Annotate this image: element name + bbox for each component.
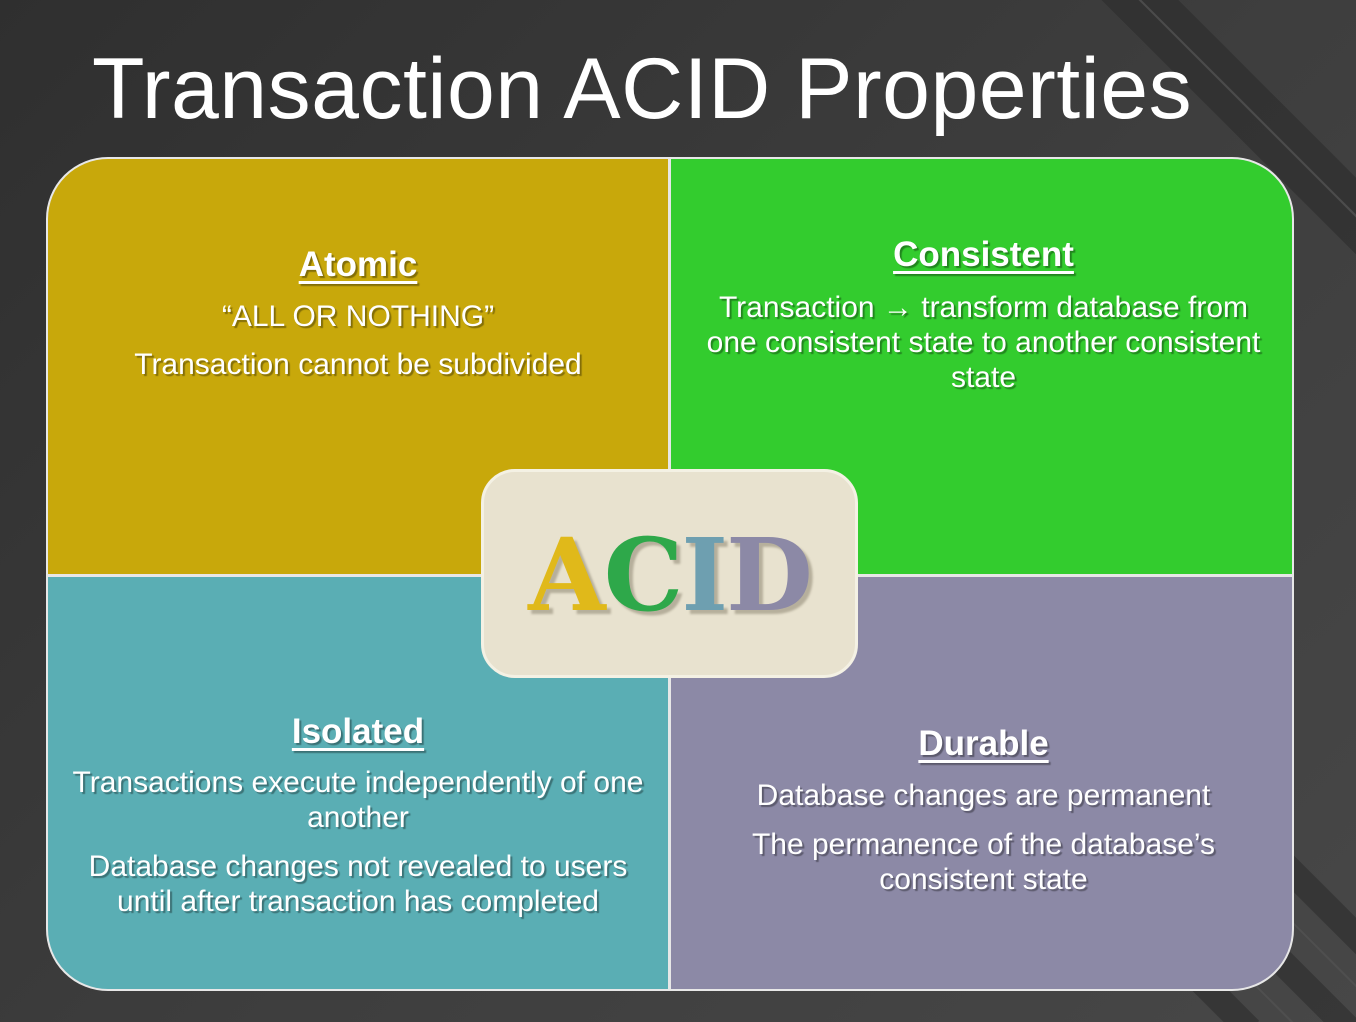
slide-title: Transaction ACID Properties <box>92 41 1193 137</box>
isolated-line-1: Transactions execute independently of on… <box>72 766 644 834</box>
atomic-line-1: “ALL OR NOTHING” <box>221 300 495 333</box>
isolated-heading: Isolated <box>291 712 425 751</box>
atomic-line-2: Transaction cannot be subdivided <box>134 348 582 381</box>
consistent-line-1: Transaction → transform database from on… <box>706 291 1261 394</box>
atomic-heading: Atomic <box>298 245 418 284</box>
acid-center-box: ACID <box>481 469 858 678</box>
consistent-heading: Consistent <box>893 235 1074 274</box>
acid-letter-c: C <box>603 515 684 634</box>
acid-wordmark: ACID <box>528 525 813 625</box>
durable-line-2: The permanence of the database’s consist… <box>751 828 1216 896</box>
isolated-line-2: Database changes not revealed to users u… <box>88 850 628 918</box>
durable-heading: Durable <box>918 724 1049 763</box>
acid-letter-i: I <box>681 515 728 634</box>
acid-letter-a: A <box>528 515 606 634</box>
durable-line-1: Database changes are permanent <box>756 779 1211 812</box>
acid-letter-d: D <box>726 515 813 634</box>
